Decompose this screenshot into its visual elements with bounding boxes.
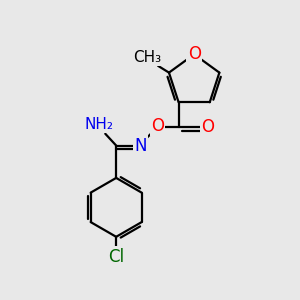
Text: CH₃: CH₃ xyxy=(133,50,161,64)
Text: N: N xyxy=(134,136,147,154)
Text: O: O xyxy=(188,45,201,63)
Text: NH₂: NH₂ xyxy=(84,116,113,131)
Text: Cl: Cl xyxy=(108,248,124,266)
Text: O: O xyxy=(151,117,164,135)
Text: O: O xyxy=(202,118,214,136)
